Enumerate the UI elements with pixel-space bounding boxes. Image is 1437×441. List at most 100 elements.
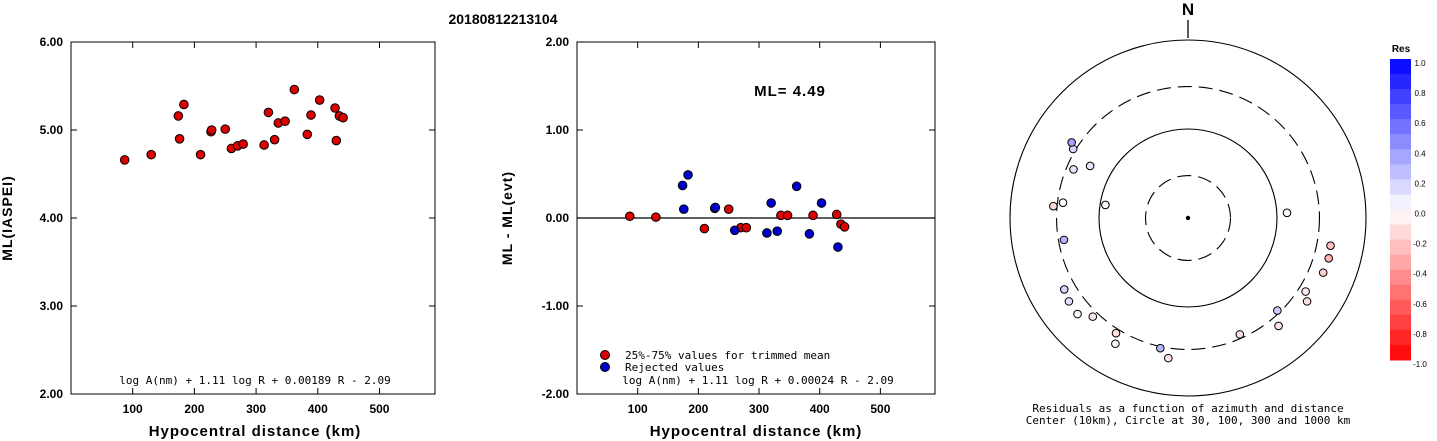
- colorbar-swatches: [1390, 59, 1411, 361]
- colorbar-tick-label: -1.0: [1413, 360, 1427, 369]
- residual-distance-data-point: [699, 223, 710, 234]
- residual-distance-x-tick-label: 100: [628, 402, 648, 416]
- colorbar-swatch: [1390, 89, 1411, 105]
- ml-distance-data-point: [179, 99, 189, 110]
- residual-legend: 25%-75% values for trimmed mean Rejected…: [600, 349, 830, 374]
- ml-distance-data-point: [220, 124, 231, 134]
- residual-distance-x-tick-label: 200: [688, 402, 708, 416]
- residual-distance-y-tick-label: -1.00: [542, 299, 570, 313]
- station-residual-point: [1274, 321, 1283, 331]
- residual-distance-data-point: [833, 242, 843, 252]
- station-residual-point: [1301, 287, 1310, 296]
- ml-distance-data-point: [259, 140, 269, 150]
- ml-distance-y-tick-label: 6.00: [40, 35, 64, 49]
- residual-distance-x-tick-label: 500: [870, 402, 890, 416]
- distance-ring-30km: [1144, 174, 1232, 262]
- residual-distance-data-point: [710, 202, 721, 213]
- colorbar-swatch: [1390, 134, 1411, 150]
- station-residual-point: [1059, 285, 1069, 294]
- residual-distance-ticks: 100 200 300 400 500 -2.00 -1.00 0.00 1.00 2.00: [542, 35, 935, 416]
- colorbar-swatch: [1390, 209, 1411, 226]
- colorbar-swatch: [1390, 284, 1411, 301]
- ml-distance-formula: log A(nm) + 1.11 log R + 0.00189 R - 2.0…: [119, 374, 391, 387]
- station-residual-point: [1111, 339, 1120, 349]
- station-residual-point: [1049, 201, 1058, 211]
- polar-caption-line2: Center (10km), Circle at 30, 100, 300 an…: [1026, 414, 1351, 427]
- station-residual-point: [1324, 254, 1333, 263]
- ml-distance-y-tick-label: 2.00: [40, 387, 64, 401]
- ml-distance-y-tick-label: 5.00: [40, 123, 64, 137]
- legend-label-trimmed-mean: 25%-75% values for trimmed mean: [625, 349, 830, 362]
- residual-distance-x-axis-label: Hypocentral distance (km): [650, 423, 863, 440]
- legend-marker-rejected: [600, 362, 610, 372]
- ml-distance-data-point: [263, 107, 274, 118]
- figure-title: 20180812213104: [448, 11, 557, 27]
- station-residual-points: [1049, 138, 1335, 363]
- colorbar-title: Res: [1392, 44, 1411, 55]
- residual-distance-data-point: [816, 198, 827, 208]
- residual-distance-data-point: [729, 225, 740, 236]
- ml-distance-x-tick-label: 300: [246, 402, 266, 416]
- distance-rings: [1009, 39, 1367, 397]
- epicenter-dot: [1185, 215, 1191, 221]
- ml-distance-data-point: [338, 112, 348, 123]
- residual-distance-data-point: [782, 210, 793, 221]
- ml-distance-data-point: [280, 116, 290, 126]
- colorbar-swatch: [1390, 329, 1411, 346]
- colorbar-swatch: [1390, 239, 1411, 256]
- station-residual-point: [1302, 297, 1312, 306]
- legend-label-rejected: Rejected values: [625, 361, 724, 374]
- residual-distance-y-tick-label: -2.00: [542, 387, 570, 401]
- colorbar-swatch: [1390, 104, 1411, 120]
- colorbar-swatch: [1390, 149, 1411, 165]
- ml-distance-y-axis-label: ML(IASPEI): [0, 175, 15, 260]
- colorbar-tick-label: 0.0: [1414, 210, 1426, 219]
- ml-distance-ticks: 100 200 300 400 500 2.00 3.00 4.00 5.00 6.00: [40, 35, 435, 416]
- colorbar-tick-label: -0.4: [1413, 270, 1427, 279]
- legend-marker-trimmed-mean: [600, 350, 610, 360]
- colorbar-tick-label: -0.2: [1413, 240, 1427, 249]
- residual-distance-data-point: [678, 204, 689, 214]
- ml-distance-data-point: [195, 149, 206, 160]
- colorbar-tick-label: 0.2: [1414, 179, 1426, 188]
- colorbar-swatch: [1390, 59, 1411, 75]
- station-residual-point: [1111, 328, 1121, 338]
- station-residual-point: [1059, 235, 1069, 245]
- colorbar-swatch: [1390, 254, 1411, 271]
- colorbar-swatch: [1390, 314, 1411, 331]
- north-label: N: [1182, 0, 1194, 19]
- ml-distance-data-point: [206, 125, 217, 135]
- ml-distance-data-point: [330, 103, 340, 113]
- colorbar-tick-label: 0.4: [1414, 149, 1426, 158]
- residual-distance-formula: log A(nm) + 1.11 log R + 0.00024 R - 2.0…: [622, 374, 894, 387]
- residual-distance-y-tick-label: 2.00: [546, 35, 570, 49]
- colorbar-tick-label: 0.6: [1414, 119, 1426, 128]
- ml-distance-data-point: [174, 134, 185, 144]
- colorbar-tick-label: -0.6: [1413, 300, 1427, 309]
- residual-distance-data-point: [723, 204, 734, 214]
- colorbar-swatch: [1390, 179, 1411, 195]
- ml-distance-y-tick-label: 4.00: [40, 211, 64, 225]
- ml-distance-plot-frame: [70, 41, 436, 395]
- ml-distance-data-point: [238, 139, 248, 149]
- station-residual-point: [1069, 165, 1078, 174]
- distance-ring-300km: [1055, 85, 1321, 351]
- ml-distance-data-point: [314, 95, 325, 105]
- ml-distance-data-point: [173, 111, 184, 121]
- ml-distance-points: [119, 84, 348, 165]
- residual-distance-data-point: [808, 210, 818, 221]
- residual-distance-y-tick-label: 0.00: [546, 211, 570, 225]
- residual-distance-data-point: [651, 212, 661, 222]
- residual-distance-data-point: [741, 222, 752, 233]
- ml-distance-data-point: [306, 110, 316, 120]
- station-residual-point: [1085, 161, 1095, 171]
- station-residual-point: [1164, 353, 1173, 363]
- ml-distance-data-point: [146, 149, 157, 160]
- ml-distance-data-point: [119, 155, 130, 165]
- residual-distance-points: [624, 170, 850, 252]
- azimuth-residual-panel: N Residuals as a function of azimuth and…: [1009, 0, 1367, 427]
- station-residual-point: [1318, 268, 1328, 277]
- station-residual-point: [1064, 297, 1074, 306]
- residual-distance-data-point: [762, 228, 772, 238]
